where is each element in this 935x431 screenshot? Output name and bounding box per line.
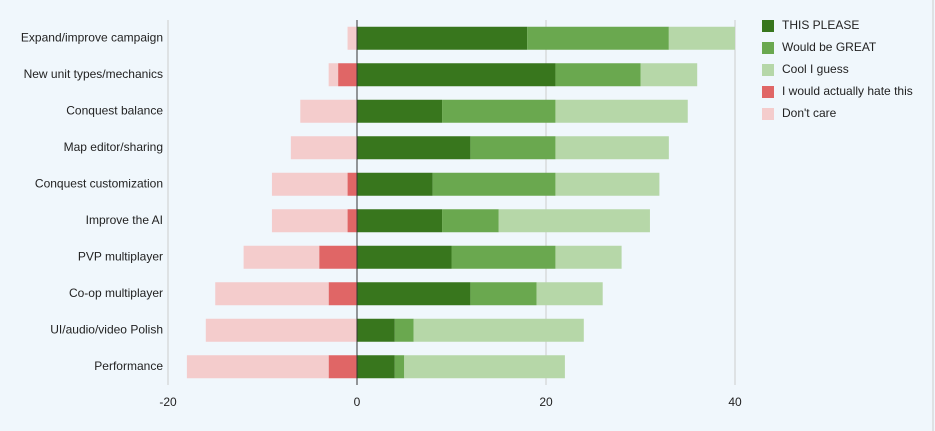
y-tick-label: Conquest customization [35, 176, 163, 190]
y-tick-label: Co-op multiplayer [69, 286, 163, 300]
bar-segment [394, 355, 405, 379]
bar-segment [328, 355, 357, 379]
bar-segment [498, 209, 650, 233]
bar-segment [328, 282, 357, 306]
bar-segment [186, 355, 329, 379]
bar-segment [347, 172, 357, 196]
y-tick-label: Performance [94, 359, 163, 373]
y-tick-label: Map editor/sharing [64, 140, 163, 154]
x-tick-label: 0 [354, 395, 361, 409]
legend-swatch [762, 64, 774, 76]
legend-label: THIS PLEASE [782, 18, 859, 32]
bar-segment [442, 99, 556, 123]
bar-segment [640, 63, 698, 87]
bar-segment [394, 318, 414, 342]
bar-segment [357, 99, 443, 123]
legend-label: Cool I guess [782, 62, 849, 76]
bar-segment [290, 136, 357, 160]
bar-segment [413, 318, 584, 342]
bar-segment [432, 172, 556, 196]
y-tick-label: Improve the AI [86, 213, 163, 227]
bar-segment [555, 245, 622, 269]
bar-segment [404, 355, 565, 379]
y-tick-label: Expand/improve campaign [21, 30, 163, 44]
bar-segment [527, 26, 669, 50]
bar-segment [470, 282, 537, 306]
bar-segment [357, 282, 471, 306]
bar-segment [319, 245, 357, 269]
x-tick-label: 20 [539, 395, 553, 409]
bar-segment [470, 136, 556, 160]
legend-swatch [762, 42, 774, 54]
legend-label: Don't care [782, 106, 837, 120]
bar-segment [555, 136, 669, 160]
bar-segment [338, 63, 357, 87]
y-tick-label: PVP multiplayer [78, 249, 163, 263]
legend-swatch [762, 20, 774, 32]
bar-segment [215, 282, 329, 306]
bar-segment [357, 136, 471, 160]
bar-segment [555, 99, 688, 123]
bar-segment [442, 209, 499, 233]
bar-segment [271, 172, 348, 196]
bar-segment [300, 99, 357, 123]
bar-segment [536, 282, 603, 306]
bar-segment [243, 245, 320, 269]
bar-segment [347, 26, 357, 50]
y-tick-label: New unit types/mechanics [24, 67, 163, 81]
bar-segment [668, 26, 735, 50]
x-tick-label: -20 [159, 395, 177, 409]
legend-label: I would actually hate this [782, 84, 913, 98]
bar-segment [357, 245, 452, 269]
bar-segment [205, 318, 357, 342]
bar-segment [357, 63, 556, 87]
legend-swatch [762, 108, 774, 120]
legend-swatch [762, 86, 774, 98]
bar-segment [555, 172, 660, 196]
bar-segment [555, 63, 641, 87]
y-tick-label: Conquest balance [66, 103, 163, 117]
bar-segment [271, 209, 348, 233]
y-tick-label: UI/audio/video Polish [50, 322, 163, 336]
bar-segment [357, 26, 528, 50]
x-tick-label: 40 [728, 395, 742, 409]
bar-segment [357, 318, 395, 342]
bar-segment [328, 63, 339, 87]
bar-segment [347, 209, 357, 233]
bar-segment [357, 172, 433, 196]
bar-segment [357, 355, 395, 379]
bar-segment [357, 209, 443, 233]
bar-segment [451, 245, 556, 269]
legend-label: Would be GREAT [782, 40, 877, 54]
